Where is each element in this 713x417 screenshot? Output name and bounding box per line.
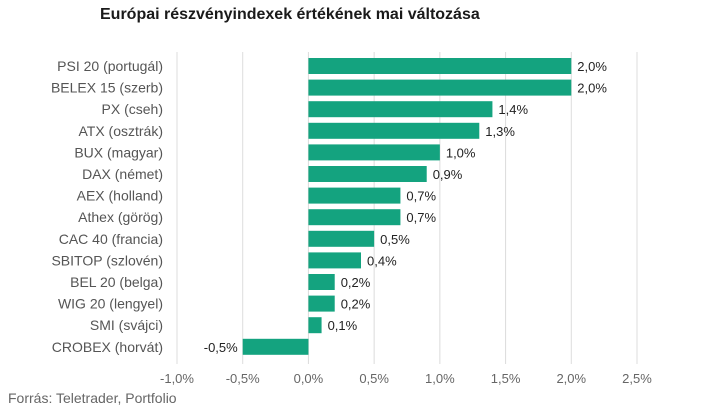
category-label: SMI (svájci): [90, 317, 163, 333]
category-label: DAX (német): [82, 166, 163, 182]
x-tick-label: 2,0%: [556, 371, 586, 386]
category-label: AEX (holland): [77, 188, 163, 204]
bar: [308, 144, 440, 161]
bar: [308, 295, 335, 312]
value-label: 0,5%: [380, 232, 410, 247]
label-layer: -1,0% -0,5% 0,0% 0,5% 1,0% 1,5% 2,0% 2,5% PSI 20…: [51, 58, 652, 386]
x-tick-label: -0,5%: [226, 371, 260, 386]
bar: [308, 252, 361, 269]
value-label: 0,2%: [341, 275, 371, 290]
source-note: Forrás: Teletrader, Portfolio: [8, 390, 177, 406]
category-label: BELEX 15 (szerb): [51, 80, 163, 96]
value-label: -0,5%: [204, 340, 238, 355]
category-label: Athex (görög): [78, 209, 163, 225]
value-label: 1,3%: [485, 124, 515, 139]
value-label: 0,4%: [367, 253, 397, 268]
category-label: SBITOP (szlovén): [51, 252, 163, 268]
bar: [308, 79, 572, 96]
bar: [308, 230, 375, 247]
bar: [308, 101, 493, 118]
bar: [308, 317, 322, 334]
category-label: CAC 40 (francia): [59, 231, 163, 247]
value-label: 0,9%: [433, 167, 463, 182]
value-label: 1,0%: [446, 145, 476, 160]
category-label: CROBEX (horvát): [52, 339, 163, 355]
value-label: 0,1%: [328, 318, 358, 333]
bar-layer: [242, 58, 572, 355]
value-label: 2,0%: [577, 59, 607, 74]
bar: [308, 209, 401, 226]
bar: [308, 166, 427, 182]
chart-title: Európai részvényindexek értékének mai vá…: [100, 6, 480, 23]
bar: [308, 122, 480, 139]
value-label: 1,4%: [498, 102, 528, 117]
x-tick-label: -1,0%: [160, 371, 194, 386]
bar: [308, 187, 401, 204]
category-label: BEL 20 (belga): [70, 274, 163, 290]
value-label: 0,2%: [341, 297, 371, 312]
value-label: 2,0%: [577, 81, 607, 96]
category-label: ATX (osztrák): [78, 123, 163, 139]
x-tick-label: 1,5%: [491, 371, 521, 386]
category-label: PSI 20 (portugál): [57, 58, 163, 74]
bar: [242, 338, 309, 355]
category-label: BUX (magyar): [74, 144, 163, 160]
x-tick-label: 1,0%: [425, 371, 455, 386]
value-label: 0,7%: [406, 189, 436, 204]
category-label: WIG 20 (lengyel): [58, 296, 163, 312]
category-label: PX (cseh): [102, 101, 163, 117]
x-tick-label: 2,5%: [622, 371, 652, 386]
x-tick-label: 0,5%: [359, 371, 389, 386]
bar: [308, 58, 572, 74]
grid-layer: [176, 52, 638, 364]
bar: [308, 274, 335, 290]
x-tick-label: 0,0%: [294, 371, 324, 386]
value-label: 0,7%: [406, 210, 436, 225]
